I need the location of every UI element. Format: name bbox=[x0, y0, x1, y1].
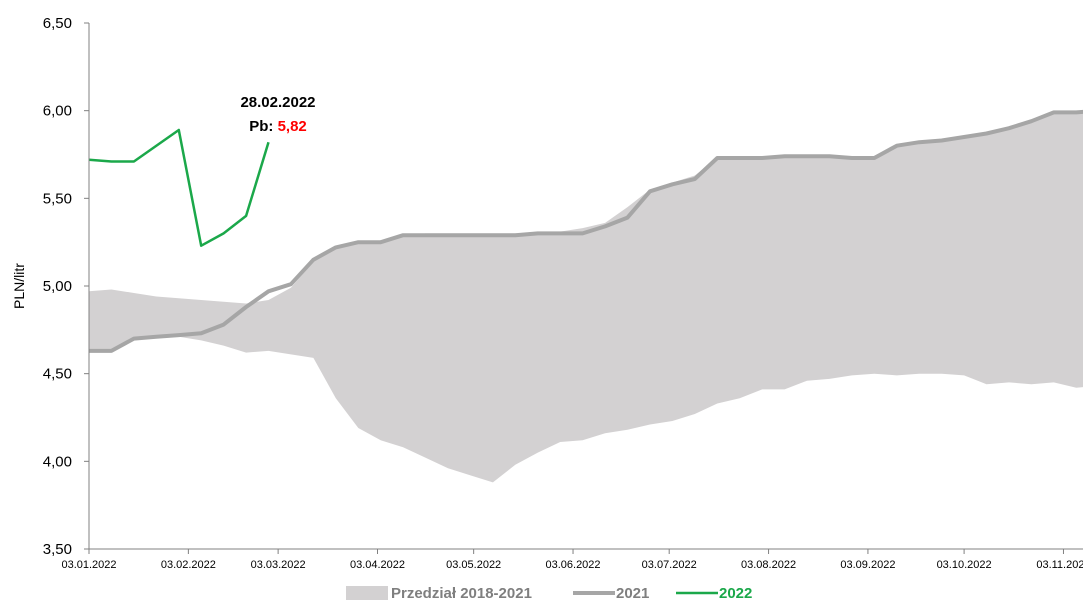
range-band bbox=[89, 111, 1083, 483]
series-line-2021 bbox=[89, 109, 1083, 353]
legend-label-band: Przedział 2018-2021 bbox=[391, 585, 532, 601]
y-axis-ticks: 3,50 4,00 4,50 5,00 5,50 6,00 6,50 bbox=[43, 15, 89, 558]
legend-label-2021: 2021 bbox=[616, 585, 649, 601]
x-tick-label: 03.06.2022 bbox=[545, 559, 600, 571]
x-tick-label: 03.08.2022 bbox=[741, 559, 796, 571]
y-tick-label: 3,50 bbox=[43, 541, 72, 558]
x-tick-label: 03.11.2022 bbox=[1036, 559, 1083, 571]
x-tick-label: 03.05.2022 bbox=[446, 559, 501, 571]
x-tick-label: 03.01.2022 bbox=[61, 559, 116, 571]
y-axis-label: PLN/litr bbox=[11, 263, 27, 309]
x-axis-ticks: 03.01.2022 03.02.2022 03.03.2022 03.04.2022… bbox=[61, 549, 1083, 571]
annotation-value: 5,82 bbox=[278, 118, 307, 135]
x-tick-label: 03.04.2022 bbox=[350, 559, 405, 571]
y-tick-label: 4,00 bbox=[43, 453, 72, 470]
x-tick-label: 03.03.2022 bbox=[251, 559, 306, 571]
x-tick-label: 03.02.2022 bbox=[161, 559, 216, 571]
series-line-2022 bbox=[88, 128, 270, 247]
x-tick-label: 03.10.2022 bbox=[937, 559, 992, 571]
y-tick-label: 4,50 bbox=[43, 366, 72, 383]
legend-swatch-band bbox=[346, 586, 388, 600]
annotation-value-line: Pb: 5,82 bbox=[249, 118, 307, 135]
annotation: 28.02.2022 Pb: 5,82 bbox=[240, 94, 315, 135]
band-layer bbox=[89, 111, 1083, 483]
legend: Przedział 2018-2021 2021 2022 bbox=[346, 585, 752, 601]
annotation-date: 28.02.2022 bbox=[240, 94, 315, 111]
y-tick-label: 5,00 bbox=[43, 278, 72, 295]
x-tick-label: 03.09.2022 bbox=[840, 559, 895, 571]
y-tick-label: 5,50 bbox=[43, 190, 72, 207]
x-tick-label: 03.07.2022 bbox=[642, 559, 697, 571]
y-tick-label: 6,00 bbox=[43, 103, 72, 120]
annotation-label: Pb: bbox=[249, 118, 277, 135]
series-layer bbox=[88, 109, 1083, 353]
y-tick-label: 6,50 bbox=[43, 15, 72, 32]
legend-label-2022: 2022 bbox=[719, 585, 752, 601]
